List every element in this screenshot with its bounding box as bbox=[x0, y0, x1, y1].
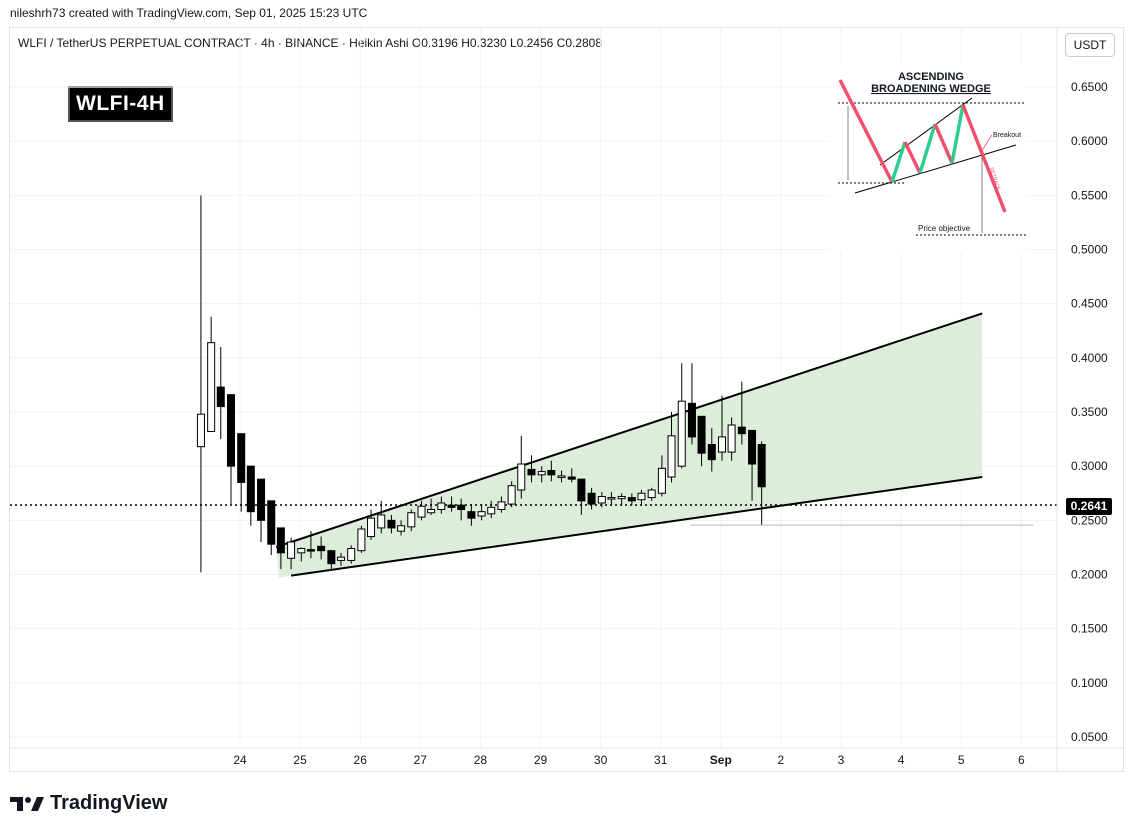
brand-name: TradingView bbox=[50, 792, 168, 814]
chart-frame bbox=[9, 27, 1124, 772]
tradingview-brand[interactable]: TradingView bbox=[10, 792, 167, 815]
symbol-legend[interactable]: WLFI / TetherUS PERPETUAL CONTRACT · 4h … bbox=[18, 36, 603, 50]
created-by-line: nileshrh73 created with TradingView.com,… bbox=[10, 6, 368, 20]
tradingview-logo-icon bbox=[10, 796, 44, 811]
current-price-label: 0.2641 bbox=[1066, 498, 1112, 515]
currency-selector[interactable]: USDT bbox=[1065, 33, 1115, 57]
ticker-badge: WLFI-4H bbox=[68, 86, 173, 122]
